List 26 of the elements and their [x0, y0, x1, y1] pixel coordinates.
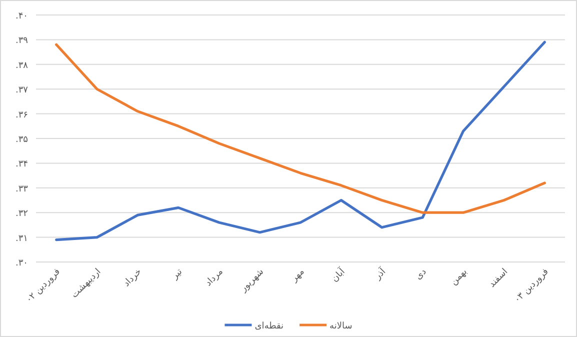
- x-tick-label: اسفند: [487, 267, 510, 290]
- x-tick-label: خرداد: [122, 267, 144, 290]
- legend-label: نقطه‌ای: [254, 322, 284, 332]
- y-tick-label: .۳۳: [15, 184, 28, 194]
- legend-label: سالانه: [330, 322, 352, 332]
- y-tick-label: .۳۸: [15, 60, 28, 71]
- y-tick-label: .۳۱: [15, 234, 28, 244]
- x-tick-label: مهر: [288, 266, 307, 285]
- x-tick-label: شهریور: [238, 267, 266, 295]
- y-tick-label: .۳۵: [15, 135, 28, 145]
- y-tick-label: .۳۷: [15, 86, 28, 96]
- y-tick-label: .۳۹: [15, 36, 28, 46]
- y-tick-label: .۴۰: [15, 12, 28, 22]
- y-tick-label: .۳۴: [15, 160, 28, 170]
- y-tick-label: .۳۲: [15, 209, 28, 220]
- x-tick-label: فروردین ۰۲: [24, 267, 62, 306]
- x-tick-label: مرداد: [204, 266, 226, 288]
- x-tick-label: فروردین ۰۳: [512, 267, 551, 306]
- x-tick-label: دی: [414, 267, 429, 282]
- x-tick-label: آذر: [371, 265, 388, 283]
- y-tick-label: .۳۰: [15, 258, 28, 268]
- x-tick-label: آبان: [328, 265, 348, 284]
- y-tick-label: .۳۶: [15, 110, 28, 120]
- x-tick-label: تیر: [170, 266, 185, 282]
- x-tick-label: بهمن: [449, 267, 470, 288]
- x-tick-label: اردیبهشت: [70, 267, 104, 300]
